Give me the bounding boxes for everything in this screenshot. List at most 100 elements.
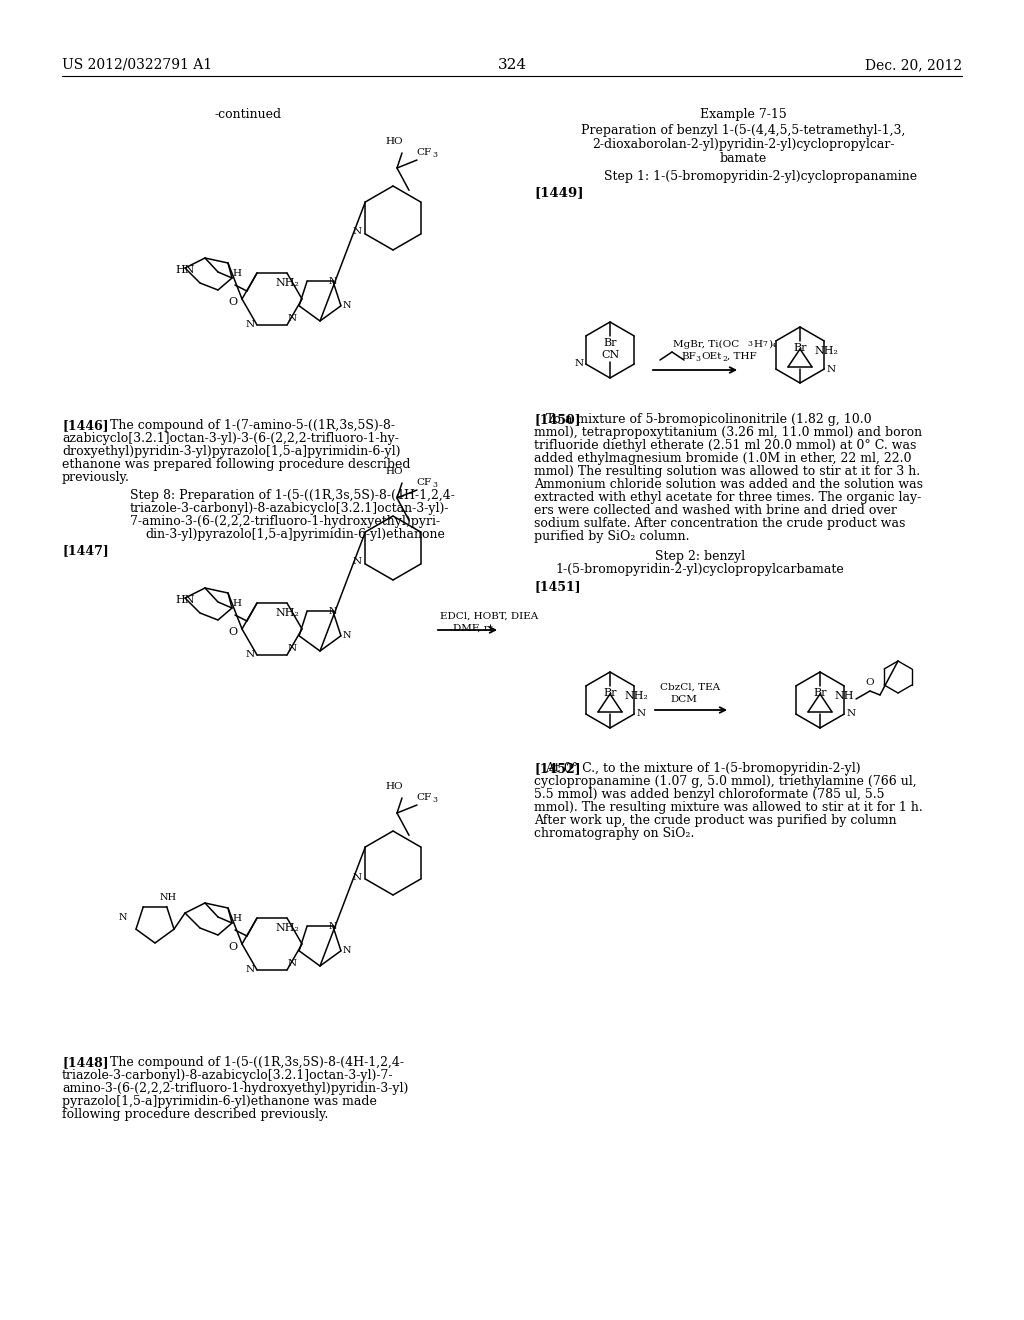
- Text: DMF, rt: DMF, rt: [453, 624, 494, 634]
- Text: HO: HO: [385, 137, 402, 147]
- Text: O: O: [228, 627, 238, 638]
- Text: US 2012/0322791 A1: US 2012/0322791 A1: [62, 58, 212, 73]
- Text: mmol) The resulting solution was allowed to stir at it for 3 h.: mmol) The resulting solution was allowed…: [534, 465, 921, 478]
- Text: Br: Br: [813, 688, 826, 698]
- Text: The compound of 1-(5-((1R,3s,5S)-8-(4H-1,2,4-: The compound of 1-(5-((1R,3s,5S)-8-(4H-1…: [102, 1056, 404, 1069]
- Text: N: N: [288, 644, 297, 653]
- Text: At 0° C., to the mixture of 1-(5-bromopyridin-2-yl): At 0° C., to the mixture of 1-(5-bromopy…: [534, 762, 860, 775]
- Text: [1450]: [1450]: [534, 413, 581, 426]
- Text: sodium sulfate. After concentration the crude product was: sodium sulfate. After concentration the …: [534, 517, 905, 531]
- Text: ers were collected and washed with brine and dried over: ers were collected and washed with brine…: [534, 504, 897, 517]
- Text: NH₂: NH₂: [275, 609, 299, 618]
- Text: N: N: [343, 631, 351, 640]
- Text: N: N: [826, 364, 836, 374]
- Text: N: N: [329, 921, 337, 931]
- Text: To a mixture of 5-bromopicolinonitrile (1.82 g, 10.0: To a mixture of 5-bromopicolinonitrile (…: [534, 413, 871, 426]
- Text: chromatography on SiO₂.: chromatography on SiO₂.: [534, 828, 694, 840]
- Text: NH₂: NH₂: [814, 346, 838, 356]
- Text: H: H: [232, 913, 241, 923]
- Text: After work up, the crude product was purified by column: After work up, the crude product was pur…: [534, 814, 897, 828]
- Text: N: N: [636, 710, 645, 718]
- Text: OEt: OEt: [701, 352, 721, 360]
- Text: CF: CF: [416, 793, 431, 803]
- Text: [1448]: [1448]: [62, 1056, 109, 1069]
- Text: , THF: , THF: [727, 352, 757, 360]
- Text: The compound of 1-(7-amino-5-((1R,3s,5S)-8-: The compound of 1-(7-amino-5-((1R,3s,5S)…: [102, 418, 395, 432]
- Text: CF: CF: [416, 478, 431, 487]
- Text: purified by SiO₂ column.: purified by SiO₂ column.: [534, 531, 689, 543]
- Text: 3: 3: [746, 341, 752, 348]
- Text: EDCl, HOBT, DIEA: EDCl, HOBT, DIEA: [440, 612, 539, 620]
- Text: NH₂: NH₂: [275, 279, 299, 288]
- Text: N: N: [288, 960, 297, 968]
- Text: Br: Br: [603, 688, 616, 698]
- Text: 2: 2: [722, 355, 727, 363]
- Text: N: N: [343, 301, 351, 310]
- Text: )₄: )₄: [768, 341, 776, 348]
- Text: N: N: [846, 710, 855, 718]
- Text: [1449]: [1449]: [534, 186, 584, 199]
- Text: H: H: [232, 599, 241, 609]
- Text: N: N: [352, 227, 361, 236]
- Text: [1451]: [1451]: [534, 579, 581, 593]
- Text: ethanone was prepared following procedure described: ethanone was prepared following procedur…: [62, 458, 411, 471]
- Text: 3: 3: [432, 480, 437, 488]
- Text: 324: 324: [498, 58, 526, 73]
- Text: trifluoride diethyl etherate (2.51 ml 20.0 mmol) at 0° C. was: trifluoride diethyl etherate (2.51 ml 20…: [534, 440, 916, 451]
- Text: 5.5 mmol) was added benzyl chloroformate (785 ul, 5.5: 5.5 mmol) was added benzyl chloroformate…: [534, 788, 885, 801]
- Text: 7-amino-3-(6-(2,2,2-trifluoro-1-hydroxyethyl)pyri-: 7-amino-3-(6-(2,2,2-trifluoro-1-hydroxye…: [130, 515, 440, 528]
- Text: cyclopropanamine (1.07 g, 5.0 mmol), triethylamine (766 ul,: cyclopropanamine (1.07 g, 5.0 mmol), tri…: [534, 775, 916, 788]
- Text: Step 1: 1-(5-bromopyridin-2-yl)cyclopropanamine: Step 1: 1-(5-bromopyridin-2-yl)cycloprop…: [604, 170, 918, 183]
- Text: 2-dioxaborolan-2-yl)pyridin-2-yl)cyclopropylcar-: 2-dioxaborolan-2-yl)pyridin-2-yl)cyclopr…: [592, 139, 894, 150]
- Text: following procedure described previously.: following procedure described previously…: [62, 1107, 329, 1121]
- Text: triazole-3-carbonyl)-8-azabicyclo[3.2.1]octan-3-yl)-: triazole-3-carbonyl)-8-azabicyclo[3.2.1]…: [130, 502, 450, 515]
- Text: BF: BF: [681, 352, 695, 360]
- Text: bamate: bamate: [720, 152, 767, 165]
- Text: droxyethyl)pyridin-3-yl)pyrazolo[1,5-a]pyrimidin-6-yl): droxyethyl)pyridin-3-yl)pyrazolo[1,5-a]p…: [62, 445, 400, 458]
- Text: triazole-3-carbonyl)-8-azabicyclo[3.2.1]octan-3-yl)-7-: triazole-3-carbonyl)-8-azabicyclo[3.2.1]…: [62, 1069, 393, 1082]
- Text: HO: HO: [385, 467, 402, 477]
- Text: CN: CN: [601, 350, 620, 360]
- Text: Example 7-15: Example 7-15: [699, 108, 786, 121]
- Text: NH₂: NH₂: [275, 923, 299, 933]
- Text: N: N: [119, 913, 127, 923]
- Text: 3: 3: [432, 796, 437, 804]
- Text: H: H: [232, 269, 241, 279]
- Text: N: N: [246, 321, 255, 330]
- Text: NH: NH: [834, 690, 853, 701]
- Text: HN: HN: [175, 595, 195, 605]
- Text: CF: CF: [416, 148, 431, 157]
- Text: DCM: DCM: [670, 696, 697, 704]
- Text: N: N: [574, 359, 584, 368]
- Text: added ethylmagnesium bromide (1.0M in ether, 22 ml, 22.0: added ethylmagnesium bromide (1.0M in et…: [534, 451, 911, 465]
- Text: mmol). The resulting mixture was allowed to stir at it for 1 h.: mmol). The resulting mixture was allowed…: [534, 801, 923, 814]
- Text: O: O: [865, 678, 874, 686]
- Text: 1-(5-bromopyridin-2-yl)cyclopropylcarbamate: 1-(5-bromopyridin-2-yl)cyclopropylcarbam…: [556, 564, 845, 576]
- Text: Preparation of benzyl 1-(5-(4,4,5,5-tetramethyl-1,3,: Preparation of benzyl 1-(5-(4,4,5,5-tetr…: [581, 124, 905, 137]
- Text: Br: Br: [794, 343, 807, 352]
- Text: CbzCl, TEA: CbzCl, TEA: [660, 682, 720, 692]
- Text: N: N: [329, 607, 337, 615]
- Text: 7: 7: [762, 341, 767, 348]
- Text: N: N: [288, 314, 297, 323]
- Text: N: N: [352, 873, 361, 882]
- Text: Dec. 20, 2012: Dec. 20, 2012: [865, 58, 962, 73]
- Text: HN: HN: [175, 265, 195, 275]
- Text: [1452]: [1452]: [534, 762, 581, 775]
- Text: Br: Br: [603, 338, 616, 348]
- Text: [1446]: [1446]: [62, 418, 109, 432]
- Text: N: N: [329, 277, 337, 285]
- Text: previously.: previously.: [62, 471, 130, 484]
- Text: 3: 3: [695, 355, 700, 363]
- Text: mmol), tetrapropoxytitanium (3.26 ml, 11.0 mmol) and boron: mmol), tetrapropoxytitanium (3.26 ml, 11…: [534, 426, 923, 440]
- Text: NH: NH: [160, 894, 177, 903]
- Text: H: H: [753, 341, 762, 348]
- Text: 3: 3: [432, 150, 437, 158]
- Text: [1447]: [1447]: [62, 544, 109, 557]
- Text: N: N: [246, 651, 255, 660]
- Text: N: N: [343, 946, 351, 956]
- Text: N: N: [352, 557, 361, 566]
- Text: -continued: -continued: [214, 108, 282, 121]
- Text: amino-3-(6-(2,2,2-trifluoro-1-hydroxyethyl)pyridin-3-yl): amino-3-(6-(2,2,2-trifluoro-1-hydroxyeth…: [62, 1082, 409, 1096]
- Text: HO: HO: [385, 781, 402, 791]
